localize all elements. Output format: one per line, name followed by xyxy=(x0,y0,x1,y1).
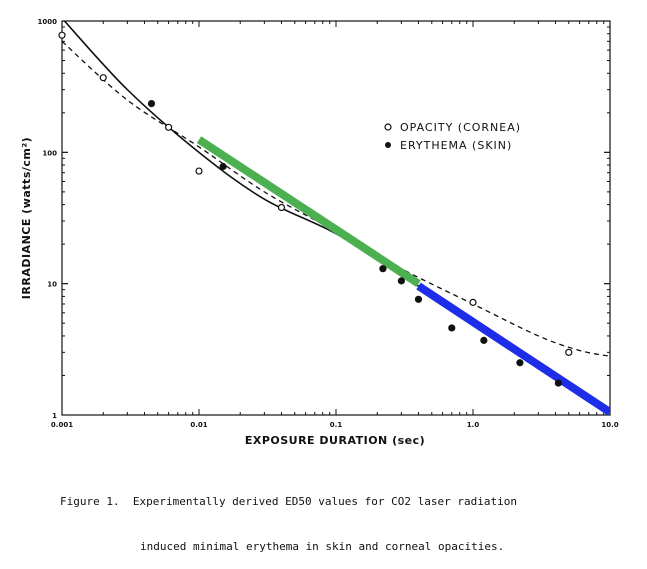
opacity-data-point xyxy=(58,31,66,39)
x-tick-label: 1.0 xyxy=(467,421,480,429)
erythema-data-point xyxy=(379,265,387,273)
erythema-data-point xyxy=(448,324,456,332)
x-tick-labels: 0.001 0.01 0.1 1.0 10.0 xyxy=(51,421,619,429)
opacity-data-point xyxy=(469,298,477,307)
erythema-data-point xyxy=(554,379,562,387)
opacity-data-point xyxy=(99,74,107,82)
y-tick-label: 1000 xyxy=(38,18,58,26)
legend-label-opacity: OPACITY (CORNEA) xyxy=(400,121,521,134)
x-tick-label: 0.001 xyxy=(51,421,73,429)
figure-caption: Figure 1. Experimentally derived ED50 va… xyxy=(60,464,620,569)
erythema-data-point xyxy=(397,277,405,285)
legend-filled-circle-marker xyxy=(385,142,391,148)
erythema-data-point xyxy=(516,359,524,367)
x-tick-label: 10.0 xyxy=(601,421,618,429)
caption-line-2: induced minimal erythema in skin and cor… xyxy=(140,540,505,553)
legend: OPACITY (CORNEA) ERYTHEMA (SKIN) xyxy=(384,121,521,152)
caption-line-1: Figure 1. Experimentally derived ED50 va… xyxy=(60,495,517,508)
dashed-fit-curve xyxy=(62,40,610,357)
opacity-data-point xyxy=(165,123,173,131)
y-tick-label: 1 xyxy=(52,412,57,420)
opacity-data-point xyxy=(565,348,573,356)
y-tick-label: 100 xyxy=(42,149,57,157)
data-markers xyxy=(58,31,573,387)
fit-curves xyxy=(62,21,610,415)
y-axis-title: IRRADIANCE (watts/cm²) xyxy=(20,137,33,299)
axis-ticks xyxy=(61,20,611,416)
legend-label-erythema: ERYTHEMA (SKIN) xyxy=(400,139,512,152)
legend-open-circle-marker xyxy=(384,123,392,131)
erythema-data-point xyxy=(480,336,488,344)
y-tick-label: 10 xyxy=(47,281,57,289)
opacity-data-point xyxy=(277,203,286,212)
chart-figure: 0.001 0.01 0.1 1.0 10.0 1 10 100 1000 OPACITY (… xyxy=(20,18,619,447)
x-tick-label: 0.01 xyxy=(190,421,207,429)
x-axis-title: EXPOSURE DURATION (sec) xyxy=(245,434,425,447)
blue-highlight-line xyxy=(416,282,610,415)
green-highlight-line xyxy=(196,136,421,288)
erythema-data-point xyxy=(219,162,227,171)
erythema-data-point xyxy=(147,99,156,108)
y-tick-labels: 1 10 100 1000 xyxy=(38,18,58,420)
opacity-data-point xyxy=(195,167,203,175)
x-tick-label: 0.1 xyxy=(330,421,343,429)
solid-fit-curve xyxy=(63,21,610,413)
erythema-data-point xyxy=(414,295,423,303)
